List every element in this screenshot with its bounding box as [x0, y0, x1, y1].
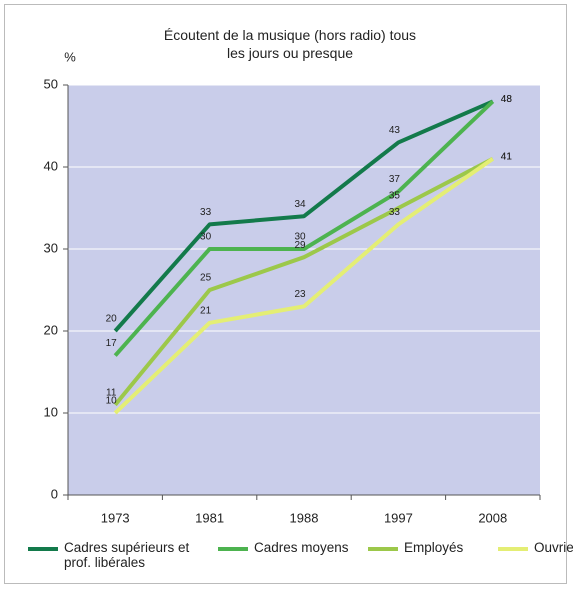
data-label: 23 [294, 289, 306, 300]
series-line [113, 99, 495, 357]
data-label: 37 [389, 174, 401, 185]
data-label: 43 [389, 125, 401, 136]
y-tick-label: 0 [51, 486, 58, 501]
data-label: 41 [501, 151, 513, 162]
series-line [113, 99, 494, 333]
x-tick-label: 1988 [290, 510, 319, 525]
legend-label: Cadres supérieurs et prof. libérales [64, 540, 190, 570]
y-tick-label: 50 [44, 76, 58, 91]
data-label: 25 [200, 273, 212, 284]
legend-label: Ouvriers [534, 540, 573, 555]
plot-area [68, 85, 540, 495]
frame [4, 4, 567, 584]
data-label: 34 [294, 199, 306, 210]
series-line [113, 157, 494, 415]
legend-item: Cadres moyens [218, 540, 394, 555]
data-label: 35 [389, 191, 401, 202]
legend-swatch [28, 547, 58, 551]
data-label: 11 [106, 387, 117, 398]
data-label: 17 [106, 338, 118, 349]
y-axis-label: % [64, 49, 76, 64]
x-tick-label: 2008 [478, 510, 507, 525]
series-line [113, 157, 494, 407]
legend-swatch [498, 547, 528, 551]
x-tick-label: 1981 [195, 510, 224, 525]
legend-swatch [368, 547, 398, 551]
legend-label: Cadres moyens [254, 540, 349, 555]
data-label: 41 [501, 151, 513, 162]
y-tick-label: 10 [44, 404, 58, 419]
data-label: 21 [200, 305, 212, 316]
chart-title: Écoutent de la musique (hors radio) tous… [163, 27, 417, 61]
legend-swatch [218, 547, 248, 551]
y-tick-label: 40 [44, 158, 58, 173]
x-tick-label: 1973 [101, 510, 130, 525]
x-tick-label: 1997 [384, 510, 413, 525]
data-label: 30 [294, 232, 306, 243]
data-label: 20 [106, 314, 118, 325]
legend-label: Employés [404, 540, 464, 555]
data-label: 29 [294, 240, 306, 251]
y-tick-label: 30 [44, 240, 58, 255]
y-tick-label: 20 [44, 322, 58, 337]
data-label: 48 [501, 94, 513, 105]
data-label: 30 [200, 232, 212, 243]
legend-item: Employés [368, 540, 524, 555]
data-label: 48 [501, 94, 513, 105]
data-label: 33 [389, 207, 401, 218]
legend-item: Cadres supérieurs et prof. libérales [28, 540, 214, 570]
legend-item: Ouvriers [498, 540, 573, 555]
data-label: 10 [106, 396, 118, 407]
data-label: 33 [200, 207, 212, 218]
